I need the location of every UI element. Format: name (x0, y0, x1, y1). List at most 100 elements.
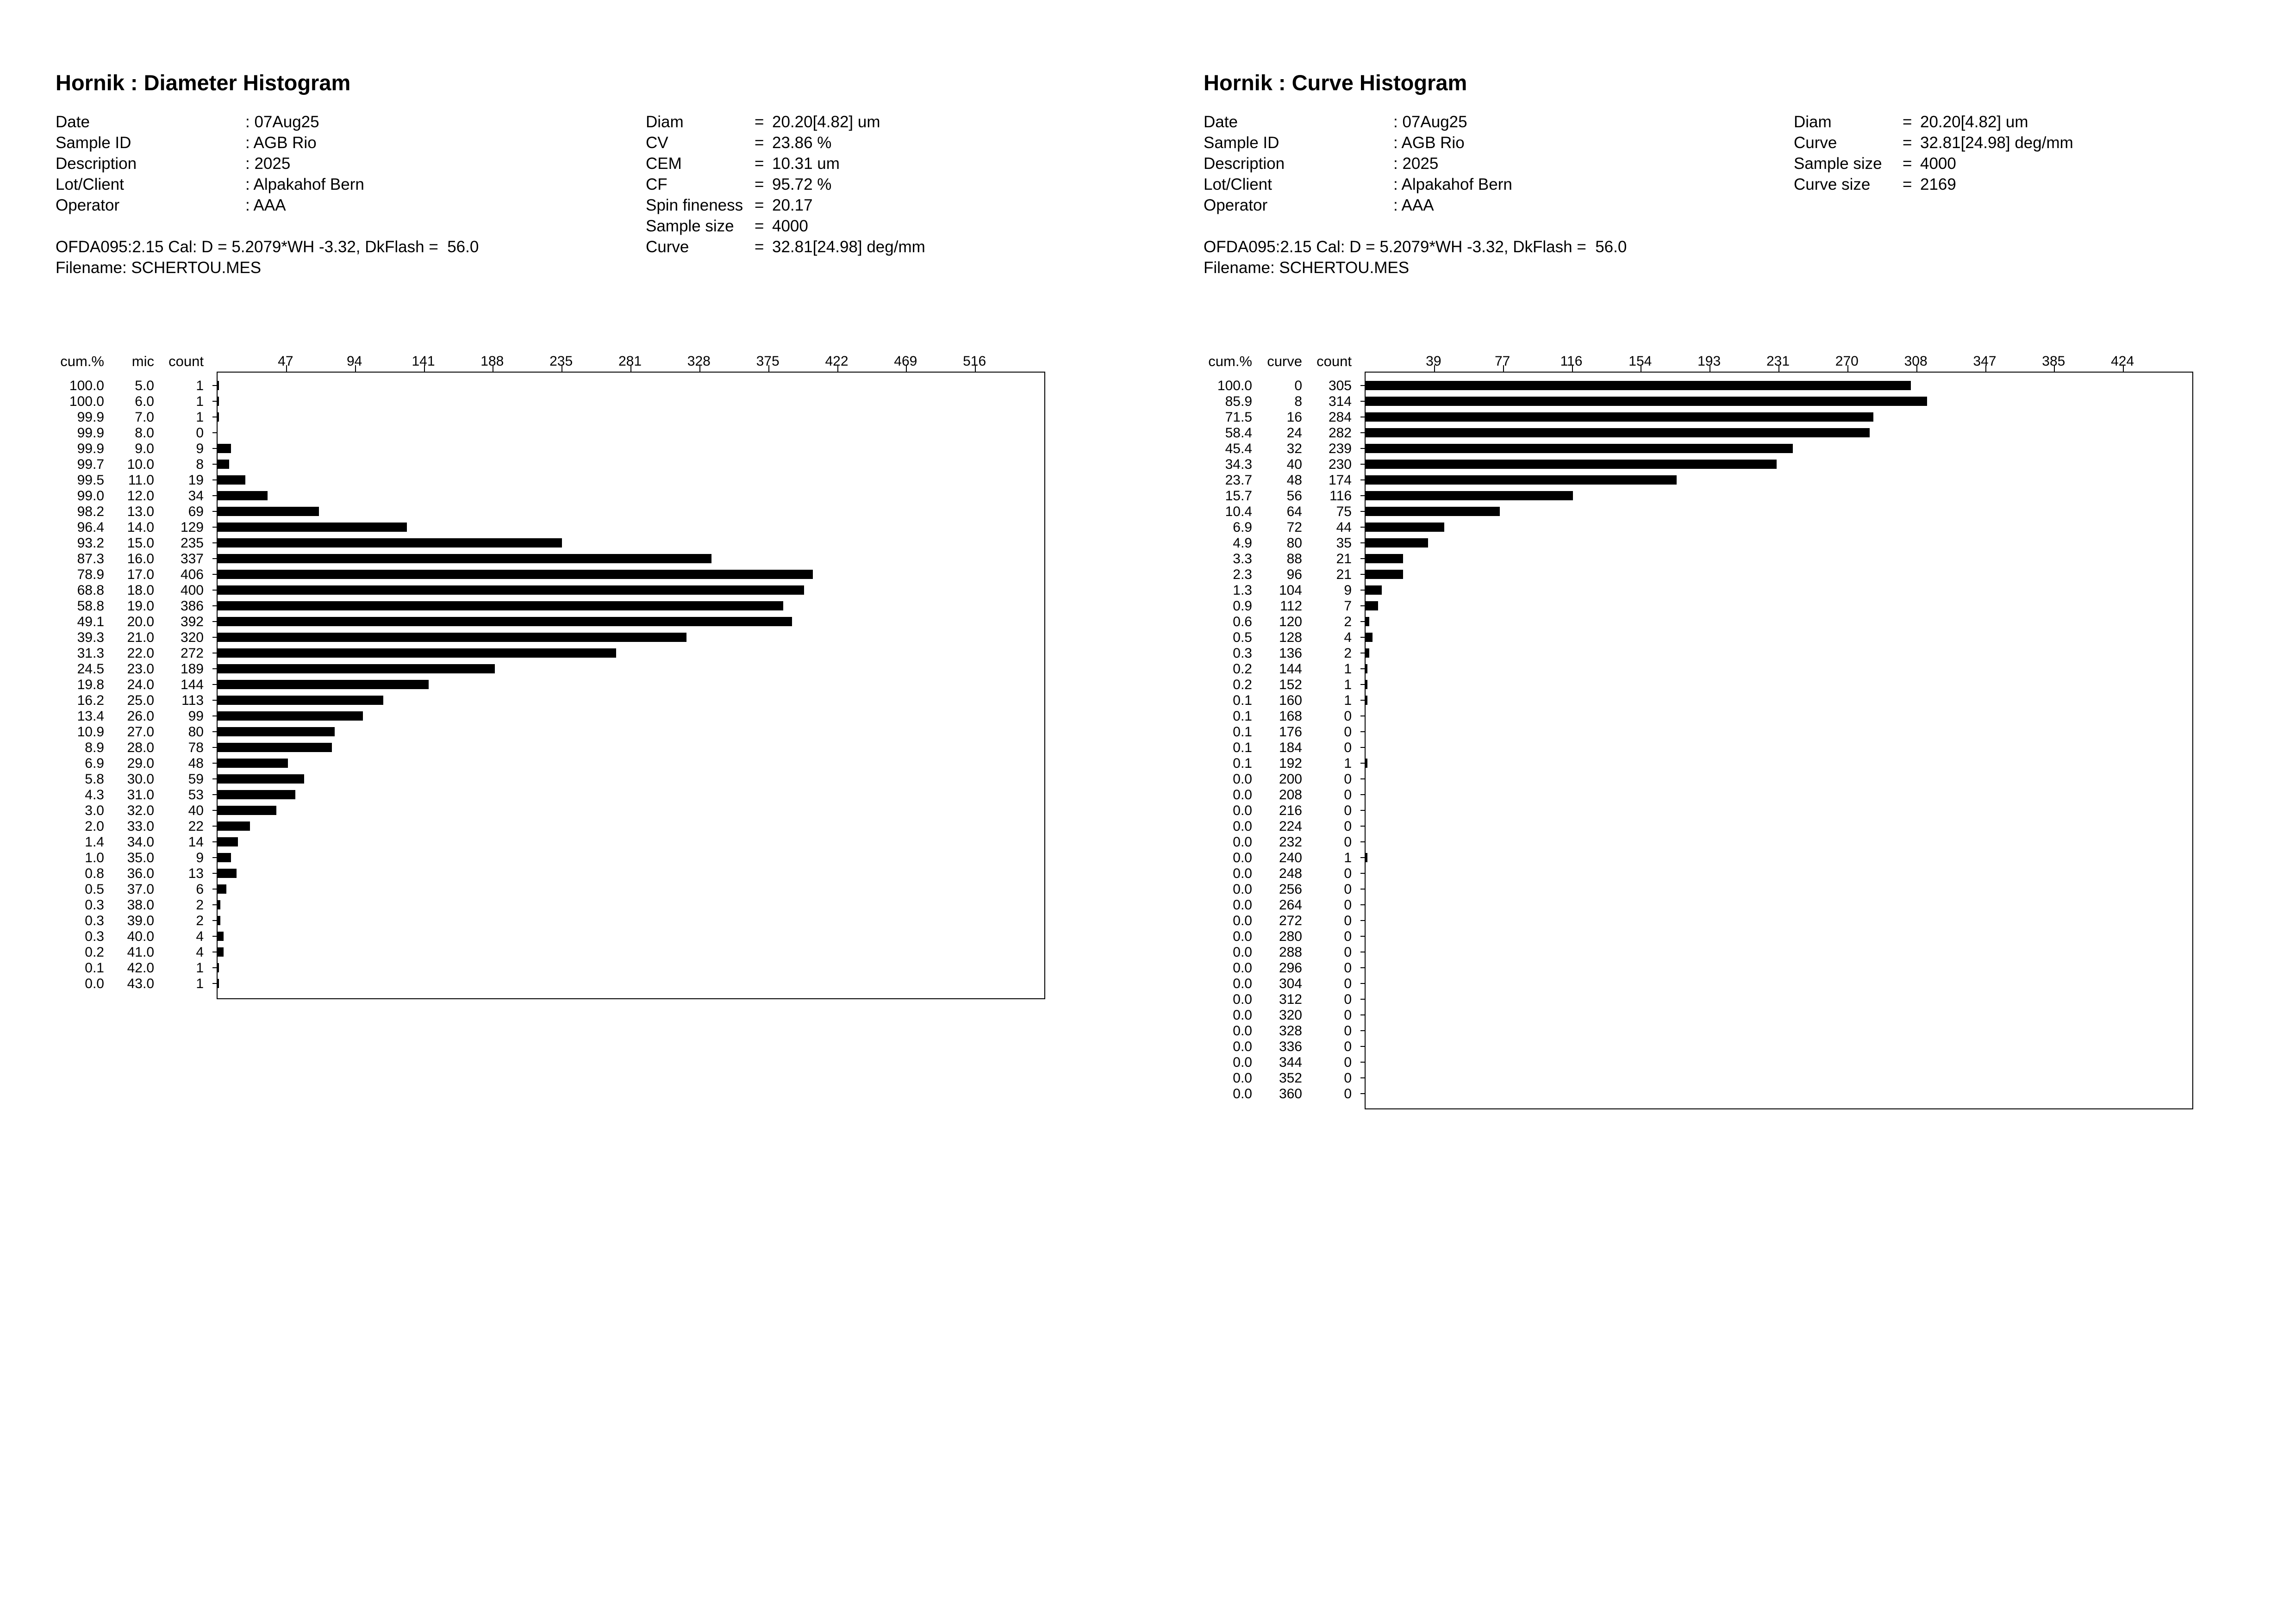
bin-cell: 24 (1286, 425, 1302, 441)
count-cell: 0 (1344, 819, 1352, 834)
count-cell: 129 (180, 520, 204, 535)
cum-cell: 0.8 (85, 866, 104, 881)
histogram-bar (1366, 554, 1404, 563)
axis-tick-label: 422 (825, 354, 849, 369)
column-header-bin: curve (1267, 353, 1302, 369)
cum-cell: 0.1 (1233, 756, 1252, 771)
count-cell: 392 (180, 614, 204, 629)
axis-tick-mark (1778, 365, 1779, 372)
histogram-bar (1366, 570, 1404, 579)
cum-cell: 0.0 (1233, 803, 1252, 818)
histogram-bar (218, 444, 231, 453)
table-row: 0.1 176 0 (1187, 724, 1352, 740)
table-row: 100.0 6.0 1 (39, 394, 204, 409)
bin-cell: 38.0 (127, 897, 154, 913)
axis-tick-label: 385 (2042, 354, 2065, 369)
row-tick-mark (1360, 794, 1365, 795)
bin-cell: 152 (1279, 677, 1302, 692)
table-row: 0.0 336 0 (1187, 1039, 1352, 1054)
cum-cell: 58.4 (1225, 425, 1252, 441)
histogram-bar (218, 774, 304, 784)
row-tick-mark (1360, 841, 1365, 842)
axis-tick-mark (837, 365, 838, 372)
info-value: : Alpakahof Bern (245, 175, 364, 193)
bin-cell: 29.0 (127, 756, 154, 771)
table-row: 0.0 208 0 (1187, 787, 1352, 803)
table-row: 0.0 272 0 (1187, 913, 1352, 928)
bin-cell: 42.0 (127, 960, 154, 976)
table-row: 0.0 224 0 (1187, 819, 1352, 834)
cum-cell: 31.3 (77, 646, 104, 661)
histogram-bar (218, 460, 230, 469)
table-row: 0.0 232 0 (1187, 834, 1352, 850)
histogram-bar (1366, 601, 1378, 610)
cum-cell: 0.0 (1233, 866, 1252, 881)
axis-tick-label: 516 (963, 354, 986, 369)
cum-cell: 71.5 (1225, 410, 1252, 425)
count-cell: 0 (1344, 834, 1352, 850)
count-cell: 6 (196, 882, 204, 897)
cum-cell: 2.0 (85, 819, 104, 834)
bin-cell: 40.0 (127, 929, 154, 944)
bin-cell: 41.0 (127, 945, 154, 960)
row-tick-mark (212, 401, 217, 402)
bin-cell: 112 (1280, 598, 1302, 614)
row-tick-mark (212, 983, 217, 984)
histogram-bar (1366, 381, 1911, 390)
histogram-bar (1366, 617, 1369, 626)
cum-cell: 15.7 (1225, 488, 1252, 504)
count-cell: 99 (188, 709, 204, 724)
table-row: 0.0 288 0 (1187, 945, 1352, 960)
row-tick-mark (212, 558, 217, 559)
row-tick-mark (212, 810, 217, 811)
table-row: 0.0 320 0 (1187, 1008, 1352, 1023)
stat-value: 10.31 um (772, 155, 840, 173)
cum-cell: 19.8 (77, 677, 104, 692)
info-value: : 2025 (245, 155, 291, 173)
count-cell: 0 (1344, 882, 1352, 897)
bin-cell: 22.0 (127, 646, 154, 661)
row-tick-mark (1360, 401, 1365, 402)
cum-cell: 34.3 (1225, 457, 1252, 472)
row-tick-mark (212, 495, 217, 496)
histogram-bar (218, 743, 332, 752)
count-cell: 8 (196, 457, 204, 472)
bin-cell: 296 (1279, 960, 1302, 976)
count-cell: 116 (1329, 488, 1352, 504)
bin-cell: 104 (1279, 583, 1302, 598)
histogram-bar (218, 727, 335, 736)
table-row: 0.1 160 1 (1187, 693, 1352, 708)
bin-cell: 16 (1286, 410, 1302, 425)
row-tick-mark (212, 684, 217, 685)
table-row: 2.3 96 21 (1187, 567, 1352, 582)
histogram-bar (218, 696, 383, 705)
table-row: 0.1 184 0 (1187, 740, 1352, 755)
cum-cell: 0.1 (85, 960, 104, 976)
count-cell: 0 (1344, 913, 1352, 928)
bin-cell: 336 (1279, 1039, 1302, 1054)
row-tick-mark (1360, 1077, 1365, 1078)
histogram-bar (218, 853, 231, 862)
info-label: Description (1204, 155, 1285, 173)
axis-tick-label: 77 (1494, 354, 1510, 369)
row-tick-mark (212, 967, 217, 968)
cum-cell: 0.3 (85, 897, 104, 913)
row-tick-mark (1360, 590, 1365, 591)
histogram-bar (218, 869, 237, 878)
histogram-bar (218, 680, 429, 689)
axis-tick-mark (1916, 365, 1917, 372)
row-tick-mark (212, 542, 217, 543)
table-row: 0.9 112 7 (1187, 598, 1352, 614)
table-row: 5.8 30.0 59 (39, 772, 204, 787)
cum-cell: 99.9 (77, 425, 104, 441)
count-cell: 75 (1336, 504, 1352, 519)
table-row: 3.0 32.0 40 (39, 803, 204, 818)
cum-cell: 0.0 (1233, 960, 1252, 976)
count-cell: 9 (196, 850, 204, 865)
table-row: 0.0 352 0 (1187, 1070, 1352, 1086)
stat-value: 20.20[4.82] um (772, 113, 880, 131)
stat-equals: = (755, 155, 764, 173)
axis-tick-mark (1847, 365, 1848, 372)
row-tick-mark (212, 479, 217, 480)
bin-cell: 19.0 (127, 598, 154, 614)
